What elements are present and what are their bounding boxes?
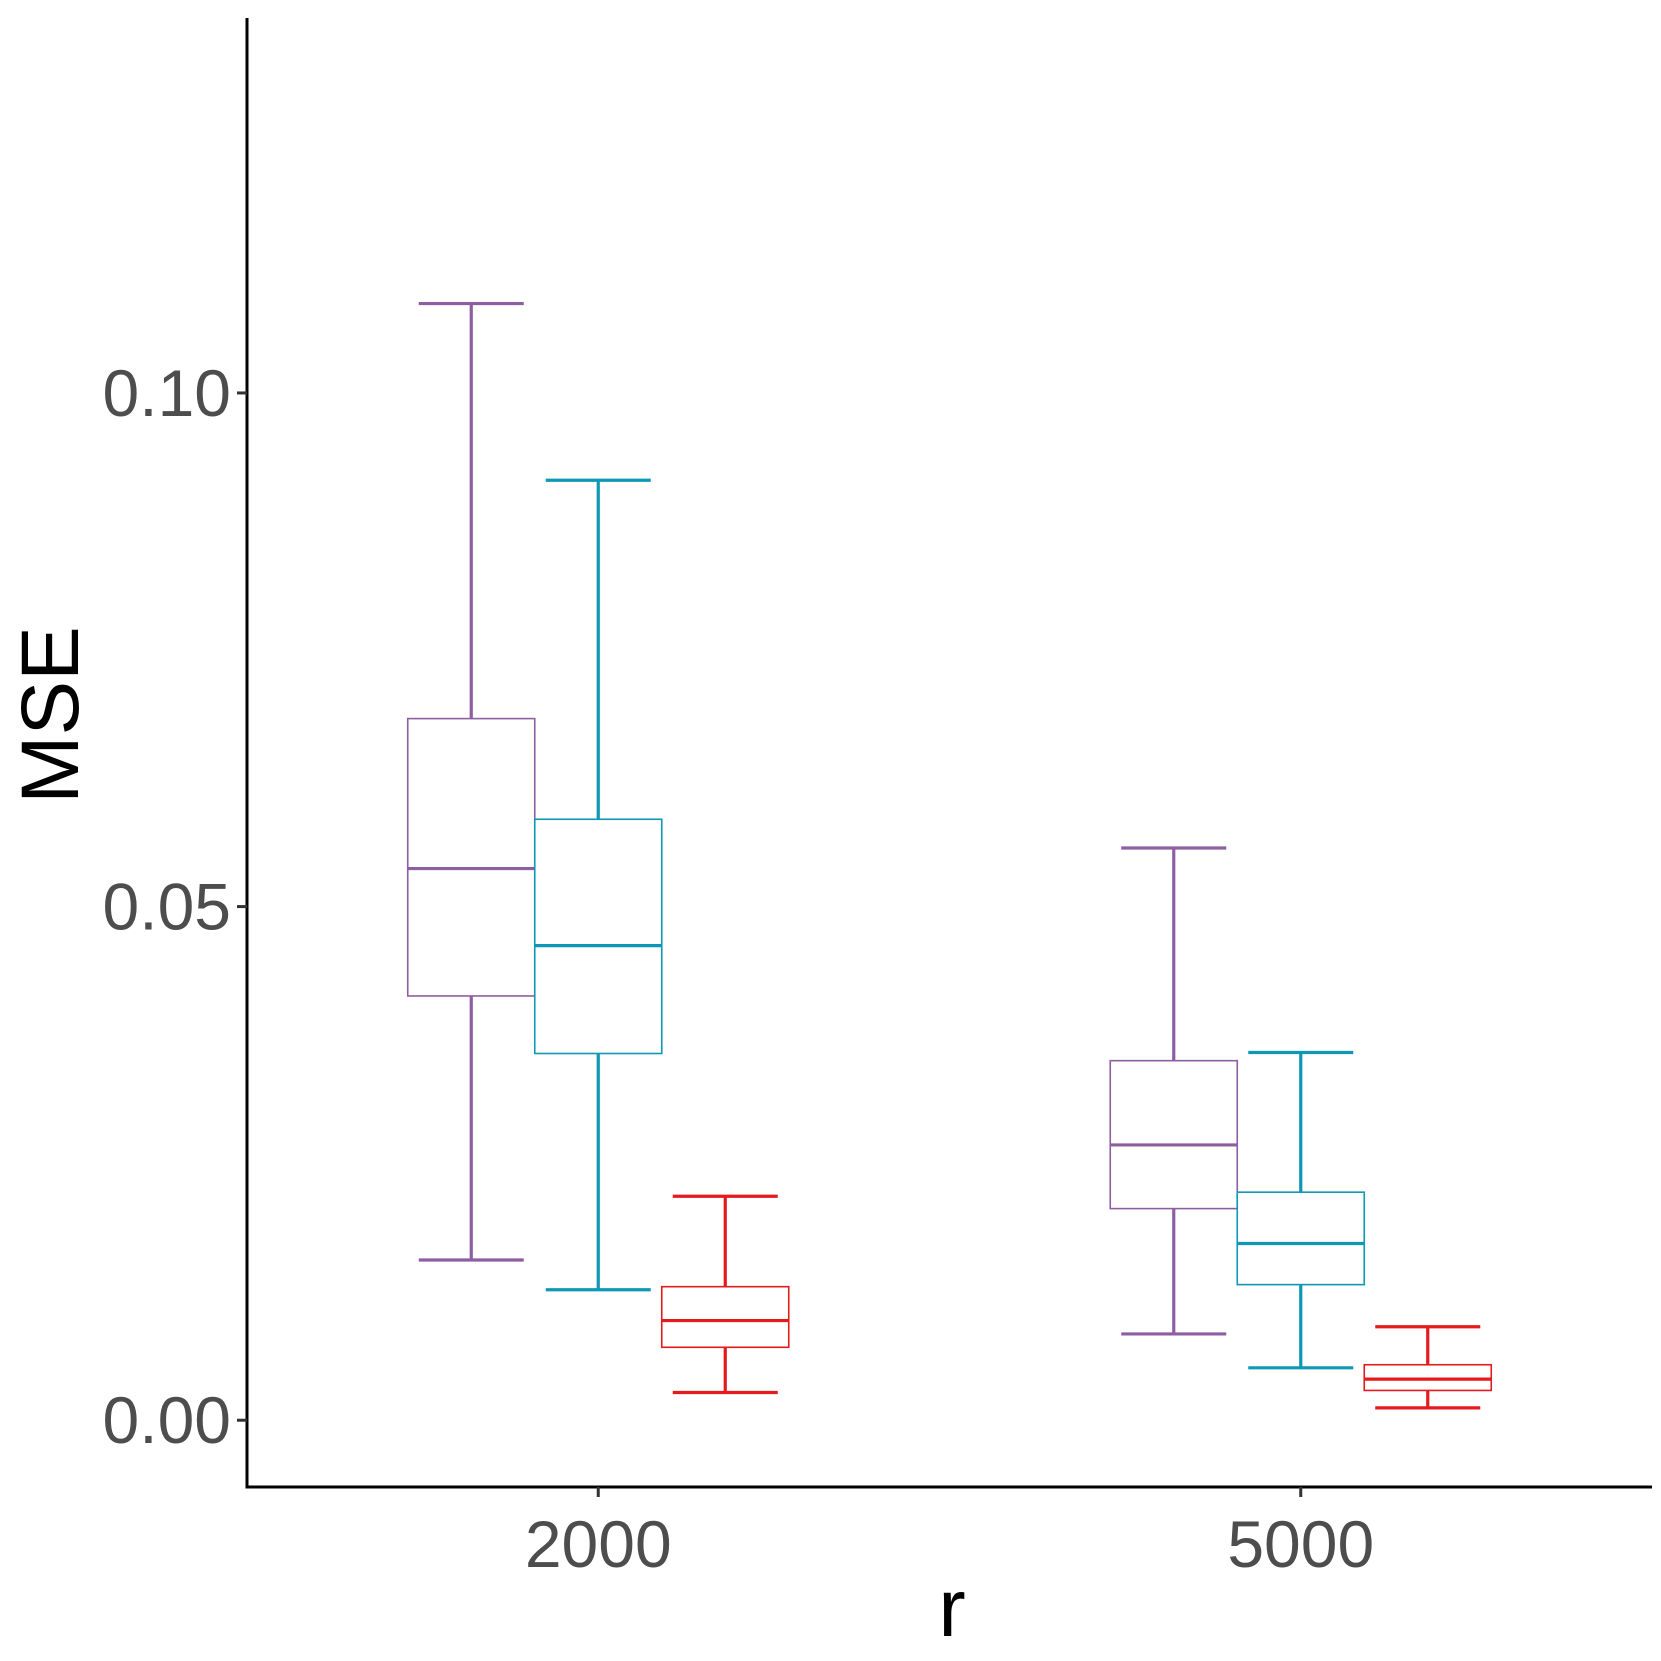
boxplot-2000-series-1 [406, 301, 536, 1262]
iqr-box [533, 818, 663, 1055]
x-tick-label: 5000 [1227, 1507, 1374, 1581]
boxplot-2000-series-2 [533, 478, 663, 1292]
boxplot-5000-series-3 [1363, 1325, 1493, 1410]
iqr-box [1109, 1059, 1239, 1210]
boxplot-2000-series-3 [660, 1194, 790, 1395]
x-axis: 2000 5000 [245, 1485, 1652, 1581]
boxplot-5000-series-1 [1109, 846, 1239, 1336]
x-axis-title: r [938, 1563, 965, 1654]
boxplot-5000-series-2 [1236, 1050, 1366, 1370]
y-axis: 0.00 0.05 0.10 [103, 18, 249, 1487]
y-axis-title: MSE [5, 626, 96, 804]
iqr-box [660, 1285, 790, 1349]
iqr-box [1236, 1191, 1366, 1286]
y-tick-label: 0.00 [103, 1383, 231, 1457]
plot-area [406, 301, 1493, 1410]
x-tick-label: 2000 [525, 1507, 672, 1581]
y-tick-label: 0.10 [103, 356, 231, 430]
y-tick-label: 0.05 [103, 870, 231, 944]
iqr-box [406, 717, 536, 997]
